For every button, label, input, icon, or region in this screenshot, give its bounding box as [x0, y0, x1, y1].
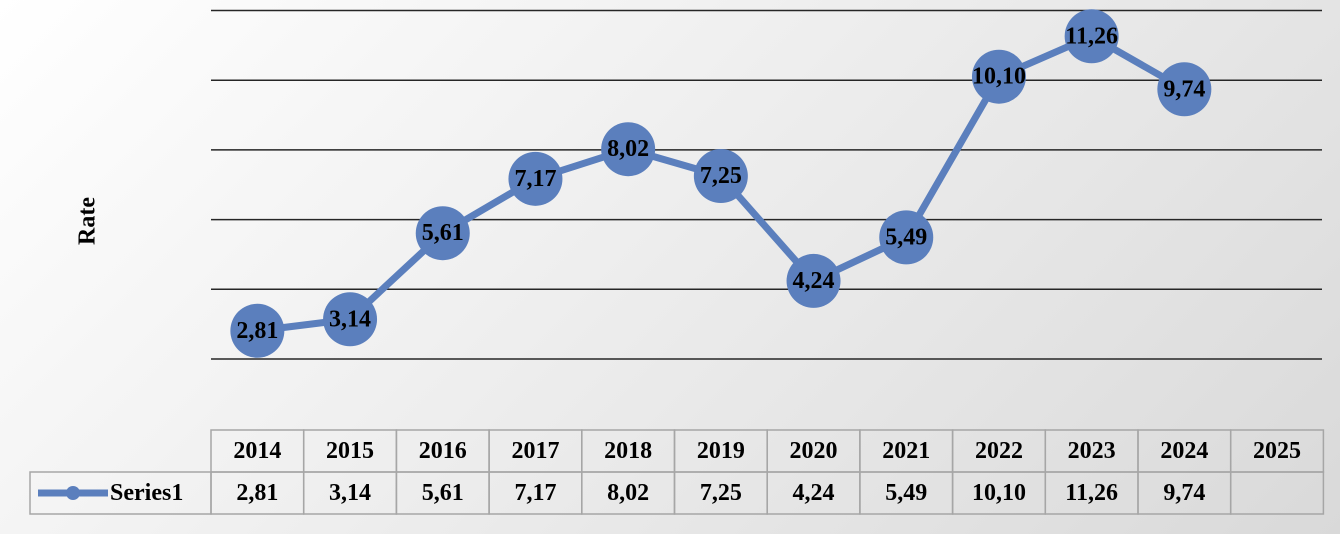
- tick-label: 2019: [697, 438, 745, 464]
- data-point: [230, 303, 285, 358]
- data-label: 3,14: [329, 306, 371, 332]
- table-value: 2,81: [236, 480, 278, 506]
- table-value: 7,17: [514, 480, 556, 506]
- data-point: [693, 149, 748, 204]
- table-value: 5,61: [422, 480, 464, 506]
- data-point: [786, 253, 841, 308]
- table-value: 8,02: [607, 480, 649, 506]
- data-point: [508, 151, 563, 206]
- tick-label: 2018: [604, 438, 652, 464]
- data-label: 5,49: [885, 224, 927, 250]
- table-value: 11,26: [1065, 480, 1118, 506]
- data-label: 5,61: [422, 220, 464, 246]
- data-label: 7,17: [514, 166, 556, 192]
- tick-label: 2017: [511, 438, 559, 464]
- tick-label: 2016: [419, 438, 467, 464]
- table-value: 10,10: [972, 480, 1026, 506]
- data-label: 4,24: [793, 268, 835, 294]
- data-point: [879, 210, 934, 265]
- data-label: 9,74: [1163, 76, 1205, 102]
- tick-label: 2015: [326, 438, 374, 464]
- data-label: 10,10: [972, 64, 1026, 90]
- table-value: 3,14: [329, 480, 371, 506]
- data-point: [1064, 9, 1119, 64]
- data-label: 7,25: [700, 163, 742, 189]
- table-value-cell: [1229, 471, 1325, 515]
- table-value: 7,25: [700, 480, 742, 506]
- data-point: [971, 49, 1026, 104]
- table-value: 9,74: [1163, 480, 1205, 506]
- data-point: [323, 292, 378, 347]
- tick-label: 2022: [975, 438, 1023, 464]
- data-point: [1157, 62, 1212, 117]
- data-point: [415, 206, 470, 261]
- tick-label: 2025: [1253, 438, 1301, 464]
- tick-label: 2014: [233, 438, 281, 464]
- data-label: 2,81: [236, 318, 278, 344]
- data-point: [601, 122, 656, 177]
- tick-label: 2023: [1068, 438, 1116, 464]
- legend-marker-key: [66, 486, 80, 500]
- tick-label: 2024: [1160, 438, 1208, 464]
- table-value: 4,24: [793, 480, 835, 506]
- legend-series-name: Series1: [110, 480, 183, 506]
- tick-label: 2020: [790, 438, 838, 464]
- tick-label: 2021: [882, 438, 930, 464]
- table-value: 5,49: [885, 480, 927, 506]
- data-label: 8,02: [607, 136, 649, 162]
- data-label: 11,26: [1065, 23, 1118, 49]
